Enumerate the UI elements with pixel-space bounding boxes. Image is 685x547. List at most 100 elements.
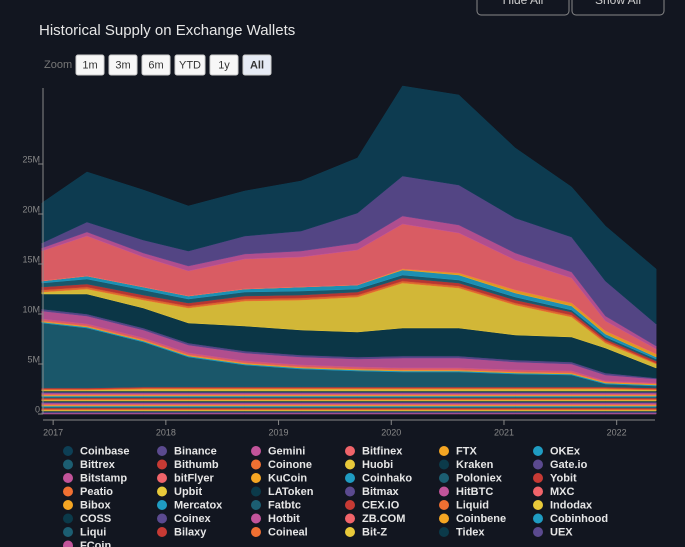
legend-label[interactable]: OKEx — [550, 445, 581, 457]
legend-marker[interactable] — [345, 473, 355, 483]
legend-label[interactable]: Upbit — [174, 486, 202, 498]
legend-label[interactable]: bitFlyer — [174, 472, 214, 484]
zoom-button-label[interactable]: 1m — [82, 59, 97, 71]
legend-marker[interactable] — [439, 486, 449, 497]
legend-marker[interactable] — [63, 513, 73, 524]
legend-marker[interactable] — [157, 513, 167, 524]
legend-label[interactable]: Coinex — [174, 513, 212, 525]
legend-marker[interactable] — [63, 459, 73, 470]
legend-marker[interactable] — [533, 473, 543, 483]
legend-label[interactable]: Bithumb — [174, 459, 219, 471]
legend-label[interactable]: ZB.COM — [362, 513, 405, 525]
legend-label[interactable]: Coinone — [268, 459, 312, 471]
legend-marker[interactable] — [251, 473, 261, 483]
legend-marker[interactable] — [439, 500, 449, 510]
legend-label[interactable]: Gemini — [268, 445, 305, 457]
zoom-button-label[interactable]: 1y — [218, 59, 230, 71]
zoom-button-label[interactable]: 3m — [115, 59, 130, 71]
legend-marker[interactable] — [345, 500, 355, 510]
legend-label[interactable]: Coineal — [268, 526, 308, 538]
zoom-button[interactable] — [209, 54, 239, 76]
legend-label[interactable]: UEX — [550, 526, 573, 538]
legend-marker[interactable] — [63, 540, 73, 547]
legend-label[interactable]: Binance — [174, 445, 217, 457]
zoom-button[interactable] — [75, 54, 105, 76]
legend-marker[interactable] — [345, 527, 355, 537]
legend-label[interactable]: Peatio — [80, 486, 113, 498]
legend-label[interactable]: CEX.IO — [362, 499, 400, 511]
legend-marker[interactable] — [157, 500, 167, 510]
zoom-button[interactable] — [108, 54, 138, 76]
legend-label[interactable]: KuCoin — [268, 472, 307, 484]
legend-label[interactable]: HitBTC — [456, 486, 493, 498]
zoom-button-label[interactable]: All — [250, 59, 264, 71]
legend-label[interactable]: Bit-Z — [362, 526, 387, 538]
legend-marker[interactable] — [533, 446, 543, 456]
legend-marker[interactable] — [63, 446, 73, 456]
legend-marker[interactable] — [439, 527, 449, 537]
legend-label[interactable]: Bitstamp — [80, 472, 127, 484]
legend-marker[interactable] — [251, 527, 261, 537]
legend-marker[interactable] — [345, 513, 355, 524]
legend-label[interactable]: Cobinhood — [550, 513, 608, 525]
legend-label[interactable]: Tidex — [456, 526, 485, 538]
legend-marker[interactable] — [251, 500, 261, 510]
legend-marker[interactable] — [533, 500, 543, 510]
legend-label[interactable]: Hotbit — [268, 513, 300, 525]
legend-label[interactable]: Gate.io — [550, 459, 588, 471]
legend-label[interactable]: Fatbtc — [268, 499, 301, 511]
legend-marker[interactable] — [533, 513, 543, 524]
zoom-button[interactable] — [242, 54, 272, 76]
legend-label[interactable]: COSS — [80, 513, 111, 525]
zoom-button[interactable] — [141, 54, 171, 76]
legend-label[interactable]: Coinhako — [362, 472, 412, 484]
legend-marker[interactable] — [345, 446, 355, 456]
legend-marker[interactable] — [251, 513, 261, 524]
legend-marker[interactable] — [157, 459, 167, 470]
legend-label[interactable]: Liqui — [80, 526, 106, 538]
legend-label[interactable]: Bitmax — [362, 486, 400, 498]
legend-marker[interactable] — [533, 459, 543, 470]
legend-marker[interactable] — [251, 446, 261, 456]
legend-label[interactable]: MXC — [550, 486, 575, 498]
legend-label[interactable]: FCoin — [80, 540, 111, 547]
button-label[interactable]: Show All — [595, 0, 641, 7]
legend-marker[interactable] — [439, 473, 449, 483]
button[interactable] — [476, 0, 570, 16]
legend-label[interactable]: Bibox — [80, 499, 111, 511]
legend-label[interactable]: Coinbase — [80, 445, 130, 457]
legend-marker[interactable] — [251, 459, 261, 470]
legend-marker[interactable] — [439, 459, 449, 470]
legend-marker[interactable] — [533, 527, 543, 537]
zoom-button[interactable] — [174, 54, 206, 76]
legend-label[interactable]: Liquid — [456, 499, 489, 511]
legend-label[interactable]: Bilaxy — [174, 526, 207, 538]
legend-marker[interactable] — [439, 446, 449, 456]
legend-label[interactable]: Indodax — [550, 499, 593, 511]
legend-marker[interactable] — [157, 527, 167, 537]
zoom-button-label[interactable]: 6m — [148, 59, 163, 71]
button[interactable] — [571, 0, 665, 16]
legend-marker[interactable] — [439, 513, 449, 524]
legend-label[interactable]: Yobit — [550, 472, 577, 484]
legend-marker[interactable] — [251, 486, 261, 497]
legend-marker[interactable] — [63, 500, 73, 510]
legend-label[interactable]: Poloniex — [456, 472, 503, 484]
legend-label[interactable]: Bittrex — [80, 459, 116, 471]
legend-label[interactable]: Kraken — [456, 459, 494, 471]
legend-marker[interactable] — [345, 486, 355, 497]
zoom-button-label[interactable]: YTD — [179, 59, 201, 71]
legend-marker[interactable] — [63, 473, 73, 483]
legend-marker[interactable] — [63, 486, 73, 497]
legend-marker[interactable] — [345, 459, 355, 470]
legend-marker[interactable] — [63, 527, 73, 537]
legend-label[interactable]: Mercatox — [174, 499, 223, 511]
legend-marker[interactable] — [157, 486, 167, 497]
legend-label[interactable]: Huobi — [362, 459, 393, 471]
legend-label[interactable]: Coinbene — [456, 513, 506, 525]
legend-marker[interactable] — [157, 473, 167, 483]
legend-label[interactable]: LAToken — [268, 486, 314, 498]
button-label[interactable]: Hide All — [503, 0, 544, 7]
legend-label[interactable]: Bitfinex — [362, 445, 403, 457]
legend-marker[interactable] — [157, 446, 167, 456]
